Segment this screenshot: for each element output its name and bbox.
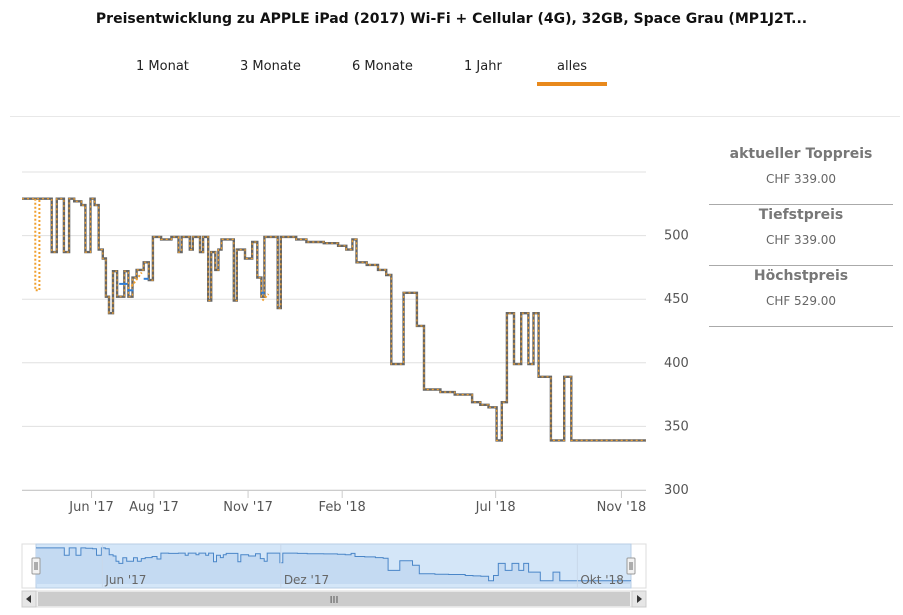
price-chart: 300 350 400 450 500 Jun '17 Aug '17 Nov '17 Feb … xyxy=(22,171,689,515)
current-top-price: aktueller Toppreis CHF 339.00 xyxy=(709,144,893,205)
highest-price-value: CHF 529.00 xyxy=(765,294,837,308)
range-navigator[interactable]: Jun '17 Dez '17 Okt '18 III xyxy=(0,540,660,612)
x-tick-label: Nov '18 xyxy=(597,500,647,515)
price-series-overlay xyxy=(22,198,646,441)
tab-all[interactable]: alles xyxy=(537,59,607,86)
tab-1-year[interactable]: 1 Jahr xyxy=(464,59,502,74)
tab-1-month[interactable]: 1 Monat xyxy=(136,59,189,74)
tab-3-months[interactable]: 3 Monate xyxy=(240,59,301,74)
navigator-area xyxy=(36,547,631,584)
navigator-tick-label: Dez '17 xyxy=(284,573,329,587)
lowest-price-value: CHF 339.00 xyxy=(765,233,837,247)
x-tick-label: Aug '17 xyxy=(129,500,179,515)
price-summary: aktueller Toppreis CHF 339.00 Tiefstprei… xyxy=(709,144,893,327)
navigator-tick-label: Jun '17 xyxy=(104,573,146,587)
navigator-line xyxy=(36,547,631,582)
tab-6-months[interactable]: 6 Monate xyxy=(352,59,413,74)
scroll-left-arrow-icon xyxy=(26,595,31,603)
x-tick-label: Nov '17 xyxy=(223,500,273,515)
highest-price-label: Höchstpreis xyxy=(753,268,849,284)
current-top-price-value: CHF 339.00 xyxy=(765,172,837,186)
lowest-price: Tiefstpreis CHF 339.00 xyxy=(709,205,893,266)
navigator-left-handle[interactable] xyxy=(31,557,41,575)
lowest-price-label: Tiefstpreis xyxy=(758,207,844,223)
orange-series-segment xyxy=(261,293,270,302)
y-tick-label: 450 xyxy=(664,292,689,307)
y-tick-label: 350 xyxy=(664,419,689,434)
current-top-price-label: aktueller Toppreis xyxy=(729,146,873,162)
orange-series-segment xyxy=(34,198,41,292)
x-tick-label: Jul '18 xyxy=(475,500,516,515)
scrollbar-grip: III xyxy=(330,595,339,606)
scroll-right-arrow-icon xyxy=(637,595,642,603)
orange-series-segment xyxy=(130,271,143,288)
x-tick-label: Feb '18 xyxy=(319,500,366,515)
y-tick-label: 300 xyxy=(664,483,689,498)
page-title: Preisentwicklung zu APPLE iPad (2017) Wi… xyxy=(95,11,808,27)
header-divider xyxy=(10,116,900,117)
highest-price: Höchstpreis CHF 529.00 xyxy=(709,266,893,327)
price-series-line xyxy=(22,197,646,442)
navigator-tick-label: Okt '18 xyxy=(580,573,623,587)
y-tick-label: 500 xyxy=(664,229,689,244)
y-tick-label: 400 xyxy=(664,356,689,371)
navigator-right-handle[interactable] xyxy=(626,557,636,575)
scrollbar-thumb[interactable] xyxy=(38,592,630,606)
x-tick-label: Jun '17 xyxy=(68,500,114,515)
